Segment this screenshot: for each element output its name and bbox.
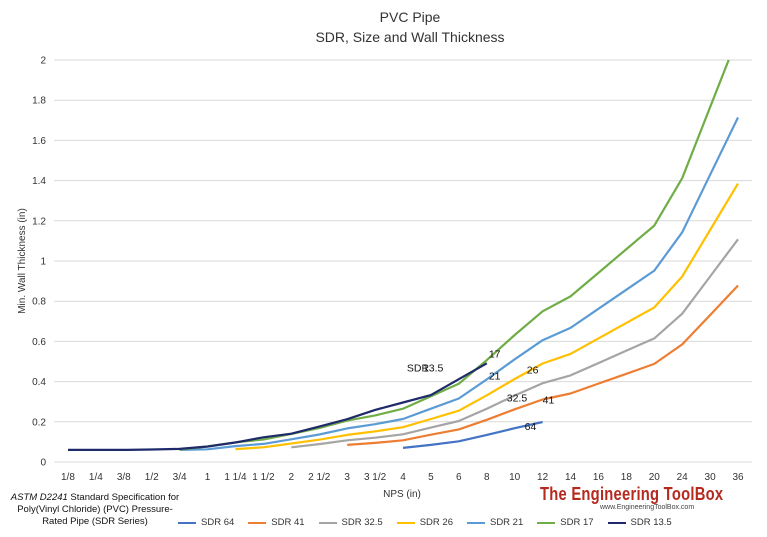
x-tick-label: 5	[428, 472, 434, 483]
annotation-label: 64	[525, 421, 537, 433]
series-line-sdr-26	[235, 183, 739, 451]
annotation-label: 32.5	[507, 393, 528, 405]
x-tick-label: 1/4	[89, 472, 103, 483]
legend-item: SDR 21	[466, 517, 524, 528]
x-tick-label: 3/8	[117, 472, 131, 483]
x-tick-label: 2	[289, 472, 295, 483]
x-axis-ticks: 1/8 1/4 3/8 1/2 3/4 1 1 1/4 1 1/2 2 2 1/2 3 3 1/2 4 5…	[61, 472, 744, 483]
footnote-standard: ASTM D2241	[10, 492, 68, 503]
legend-swatch	[537, 521, 556, 524]
x-tick-label: 14	[565, 472, 577, 483]
x-tick-label: 3/4	[173, 472, 187, 483]
legend-label: SDR 21	[489, 517, 524, 528]
y-tick-label: 0.6	[32, 337, 46, 348]
y-tick-label: 1	[40, 257, 46, 268]
series-line-sdr-41	[347, 284, 739, 446]
series-lines	[68, 60, 739, 451]
legend-label: SDR 26	[419, 517, 453, 528]
legend-label: SDR 13.5	[630, 517, 672, 528]
x-tick-label: 8	[484, 472, 490, 483]
legend-item: SDR 32.5	[318, 517, 383, 528]
legend-swatch	[248, 521, 267, 524]
brand-logo: The Engineering ToolBox	[540, 484, 724, 504]
annotation-label: 13.5	[423, 363, 444, 375]
x-tick-label: 36	[732, 472, 744, 483]
x-tick-label: 24	[677, 472, 689, 483]
y-tick-label: 2	[40, 56, 46, 67]
x-tick-label: 20	[649, 472, 661, 483]
y-tick-label: 1.6	[32, 136, 46, 147]
legend-label: SDR 17	[560, 517, 594, 528]
x-tick-label: 3 1/2	[364, 472, 387, 483]
legend-item: SDR 26	[396, 517, 453, 528]
x-tick-label: 1	[205, 472, 211, 483]
annotation-label: SDR	[407, 363, 430, 375]
y-tick-label: 0.8	[32, 297, 46, 308]
y-tick-label: 1.8	[32, 96, 46, 107]
annotation-label: 17	[489, 348, 501, 360]
x-tick-label: 18	[621, 472, 633, 483]
legend-swatch	[607, 521, 626, 524]
annotation-label: 21	[489, 371, 501, 383]
x-tick-label: 1 1/2	[252, 472, 275, 483]
y-tick-label: 0.2	[32, 417, 46, 428]
x-tick-label: 12	[537, 472, 549, 483]
chart-title: PVC Pipe	[380, 9, 441, 25]
series-line-sdr-32-5	[291, 238, 739, 449]
legend-swatch	[178, 521, 196, 524]
footnote-text: Standard Specification for Poly(Vinyl Ch…	[17, 492, 180, 527]
series-line-sdr-17	[179, 60, 730, 451]
legend-swatch	[318, 521, 337, 524]
legend-swatch	[396, 521, 415, 524]
legend-item: SDR 13.5	[607, 517, 672, 528]
brand-url: www.EngineeringToolBox.com	[600, 504, 695, 511]
x-tick-label: 3	[344, 472, 350, 483]
legend: SDR 64 SDR 41 SDR 32.5 SDR 26 SDR 21 SDR 17 SD…	[178, 517, 672, 528]
y-tick-label: 1.2	[32, 216, 46, 227]
legend-item: SDR 17	[537, 517, 594, 528]
y-axis-title: Min. Wall Thickness (in)	[17, 208, 28, 314]
x-tick-label: 2 1/2	[308, 472, 331, 483]
y-axis-ticks: 0 0.2 0.4 0.6 0.8 1 1.2 1.4 1.6 1.8 2	[32, 56, 46, 469]
legend-label: SDR 64	[201, 517, 235, 528]
x-tick-label: 1 1/4	[224, 472, 247, 483]
footnote: ASTM D2241 Standard Specification for Po…	[10, 492, 180, 528]
x-tick-label: 16	[593, 472, 605, 483]
series-line-sdr-64	[402, 420, 543, 449]
x-axis-title: NPS (in)	[383, 489, 421, 500]
grid-lines	[54, 59, 752, 463]
x-tick-label: 1/2	[145, 472, 159, 483]
x-tick-label: 1/8	[61, 472, 75, 483]
y-tick-label: 1.4	[32, 176, 46, 187]
y-tick-label: 0.4	[32, 377, 46, 388]
legend-label: SDR 41	[271, 517, 305, 528]
brand: The Engineering ToolBox www.EngineeringT…	[540, 484, 750, 511]
annotation-label: 41	[543, 395, 555, 407]
x-tick-label: 10	[509, 472, 521, 483]
legend-label: SDR 32.5	[341, 517, 383, 528]
annotation-label: 26	[527, 365, 539, 377]
legend-swatch	[466, 521, 485, 524]
y-tick-label: 0	[40, 458, 46, 469]
series-line-sdr-13-5	[68, 362, 488, 451]
legend-item: SDR 41	[248, 517, 305, 528]
x-tick-label: 30	[705, 472, 717, 483]
x-tick-label: 4	[400, 472, 406, 483]
chart-subtitle: SDR, Size and Wall Thickness	[315, 29, 504, 45]
series-line-sdr-21	[179, 117, 739, 451]
legend-item: SDR 64	[178, 517, 234, 528]
x-tick-label: 6	[456, 472, 462, 483]
